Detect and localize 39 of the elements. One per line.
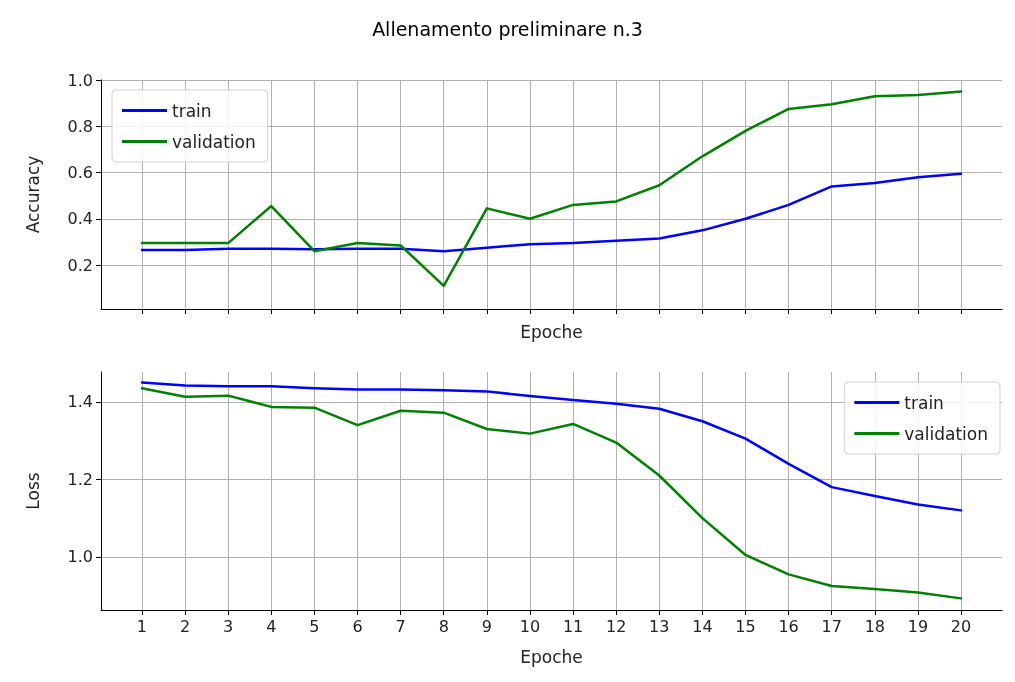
x-tick-label: 12 bbox=[605, 616, 627, 636]
x-tick-label: 5 bbox=[309, 616, 320, 636]
x-tick-label: 8 bbox=[438, 616, 449, 636]
x-tick-label: 2 bbox=[179, 616, 191, 636]
x-tick-label: 6 bbox=[352, 616, 363, 636]
y-tick-label: 1.0 bbox=[67, 70, 93, 90]
x-tick-label: 11 bbox=[562, 616, 584, 636]
x-tick-label: 4 bbox=[266, 616, 277, 636]
legend-label: validation bbox=[904, 423, 989, 444]
x-tick-label: 16 bbox=[778, 616, 799, 636]
line-series bbox=[140, 90, 963, 288]
y-tick-label: 1.2 bbox=[67, 469, 93, 489]
x-tick-label: 1 bbox=[136, 616, 148, 636]
y-tick-label: 1.4 bbox=[67, 392, 93, 412]
x-tick-label: 7 bbox=[395, 616, 406, 636]
x-tick-label: 14 bbox=[692, 616, 713, 636]
y-tick-label: 0.6 bbox=[67, 163, 93, 183]
y-tick-label: 1.0 bbox=[67, 547, 93, 567]
x-tick-label: 15 bbox=[735, 616, 756, 636]
x-tick-label: 13 bbox=[649, 616, 670, 636]
chart-title: Allenamento preliminare n.3 bbox=[372, 17, 643, 40]
legend-label: validation bbox=[172, 131, 256, 152]
x-axis-title: Epoche bbox=[520, 321, 583, 342]
x-tick-label: 10 bbox=[519, 616, 541, 636]
y-tick-label: 0.2 bbox=[67, 255, 93, 275]
x-tick-label: 17 bbox=[821, 616, 842, 636]
legend-label: train bbox=[172, 100, 212, 121]
x-tick-label: 18 bbox=[864, 616, 886, 636]
line-series bbox=[140, 172, 963, 253]
y-tick-label: 0.8 bbox=[67, 116, 93, 136]
y-axis-title: Loss bbox=[22, 472, 43, 510]
x-tick-label: 20 bbox=[950, 616, 972, 636]
x-axis-title: Epoche bbox=[520, 646, 583, 667]
x-tick-label: 3 bbox=[223, 616, 234, 636]
y-axis-title: Accuracy bbox=[22, 155, 43, 234]
x-tick-label: 9 bbox=[481, 616, 492, 636]
x-tick-label: 19 bbox=[907, 616, 929, 636]
legend-label: train bbox=[904, 392, 944, 413]
y-tick-label: 0.4 bbox=[67, 209, 93, 229]
